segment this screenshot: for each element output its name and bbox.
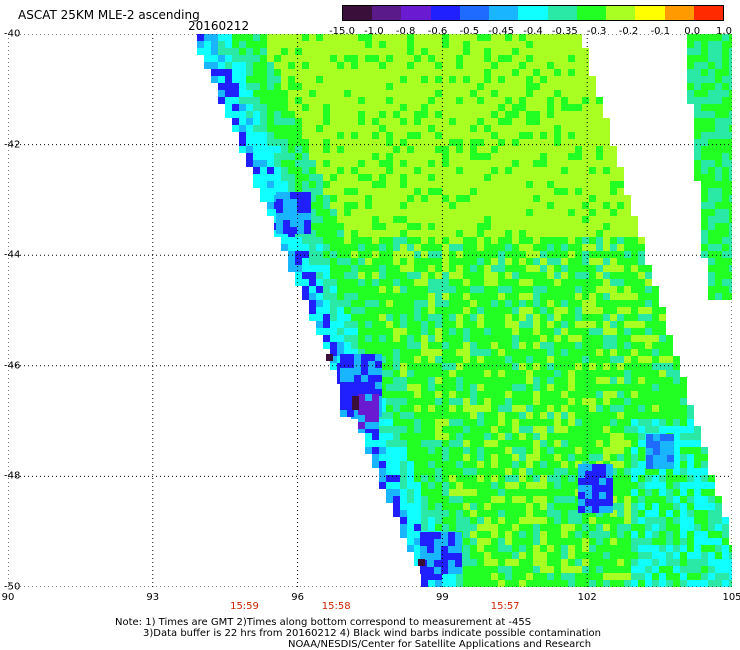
colorbar-swatch bbox=[430, 6, 460, 20]
colorbar-swatch bbox=[664, 6, 694, 20]
colorbar-tick-label: -0.1 bbox=[650, 26, 671, 37]
time-label: 15:58 bbox=[321, 601, 351, 612]
lat-label: -46 bbox=[4, 360, 21, 372]
colorbar-swatch bbox=[576, 6, 607, 20]
colorbar-swatch bbox=[401, 6, 431, 20]
map-plot bbox=[8, 34, 732, 587]
colorbar-swatch bbox=[693, 6, 724, 20]
colorbar-tick-label: -1.0 bbox=[364, 26, 384, 37]
lon-label: 96 bbox=[291, 592, 304, 603]
lat-label: -40 bbox=[4, 28, 21, 40]
chart-date: 20160212 bbox=[188, 19, 250, 33]
colorbar-tick-label: -15.0 bbox=[329, 26, 355, 37]
colorbar-swatch bbox=[489, 6, 519, 20]
colorbar-tick-label: -0.8 bbox=[395, 26, 416, 37]
colorbar-swatch bbox=[343, 6, 373, 20]
lat-label: -42 bbox=[4, 139, 21, 151]
lon-label: 102 bbox=[577, 592, 597, 603]
note-line-1: Note: 1) Times are GMT 2)Times along bot… bbox=[115, 617, 532, 628]
lon-label: 90 bbox=[1, 592, 15, 603]
lon-label: 93 bbox=[146, 592, 160, 603]
map-gridlines bbox=[8, 34, 732, 587]
lon-label: 99 bbox=[436, 592, 449, 603]
colorbar bbox=[342, 5, 724, 21]
colorbar-swatch bbox=[606, 6, 636, 20]
swath-pixels bbox=[197, 34, 732, 587]
colorbar-tick-label: -0.3 bbox=[586, 26, 607, 37]
colorbar-swatch bbox=[547, 6, 577, 20]
colorbar-tick-label: 1.0 bbox=[716, 26, 732, 37]
colorbar-tick-label: -0.35 bbox=[551, 26, 578, 37]
colorbar-labels: -15.0 -1.0 -0.8 -0.6 -0.5 -0.45 -0.4 -0.35 -0.3-… bbox=[329, 26, 732, 38]
colorbar-tick-label: -0.6 bbox=[427, 26, 448, 37]
colorbar-swatch bbox=[459, 6, 490, 20]
note-line-2: 3)Data buffer is 22 hrs from 20160212 4)… bbox=[143, 628, 601, 639]
colorbar-swatch bbox=[372, 6, 402, 20]
lon-label: 105 bbox=[722, 592, 740, 603]
time-label: 15:57 bbox=[490, 601, 520, 612]
lat-label: -44 bbox=[4, 249, 21, 261]
lat-label: -50 bbox=[4, 581, 21, 593]
note-line-3: NOAA/NESDIS/Center for Satellite Applica… bbox=[288, 639, 592, 650]
colorbar-tick-label: -0.2 bbox=[618, 26, 639, 37]
colorbar-tick-label: -0.5 bbox=[459, 26, 480, 37]
colorbar-tick-label: -0.4 bbox=[523, 26, 543, 37]
colorbar-swatch bbox=[635, 6, 665, 20]
colorbar-tick-label: 0.0 bbox=[684, 26, 701, 37]
colorbar-swatch bbox=[518, 6, 548, 20]
colorbar-tick-label: -0.45 bbox=[488, 26, 515, 37]
chart-title: ASCAT 25KM MLE-2 ascending bbox=[18, 8, 200, 22]
lat-label: -48 bbox=[4, 470, 21, 482]
time-label: 15:59 bbox=[230, 601, 259, 612]
